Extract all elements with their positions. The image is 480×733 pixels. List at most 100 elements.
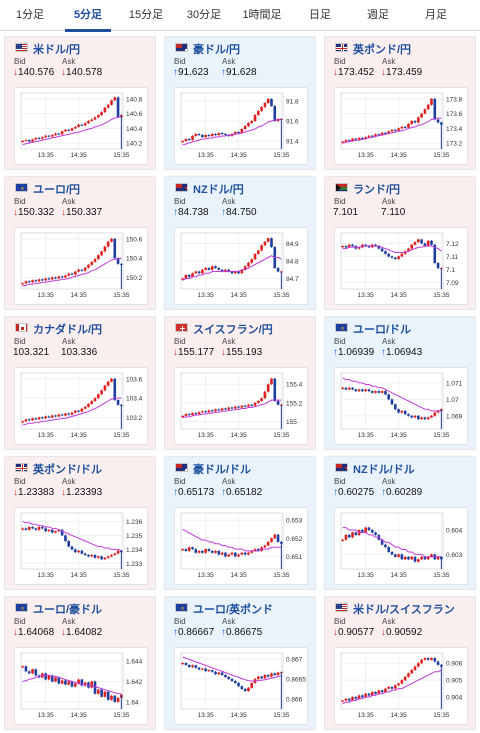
bid-value: ↑0.60275: [333, 487, 374, 498]
rate-card[interactable]: ランド/円 Bid Ask 7.101 7.110 7.09 7.1 7.11 7.12 13:3…: [324, 176, 476, 310]
candle: [230, 271, 234, 274]
rate-card[interactable]: スイスフラン/円 Bid Ask ↓155.177 ↓155.193 155 155.2 15…: [164, 316, 316, 450]
ask-value: ↑91.628: [221, 67, 257, 78]
rate-card[interactable]: 米ドル/円 Bid Ask ↓140.576 ↓140.578 140.2 140.4 140…: [4, 36, 156, 170]
candle: [220, 269, 224, 272]
candle: [377, 391, 381, 393]
pair-name[interactable]: ユーロ/ドル: [353, 324, 412, 336]
price-chart[interactable]: 155 155.2 155.4 13:35 14:35 15:35: [174, 367, 308, 445]
price-chart[interactable]: 140.2 140.4 140.6 140.8 13:35 14:35 15:35: [14, 87, 148, 165]
rate-card[interactable]: 英ポンド/ドル Bid Ask ↓1.23383 ↓1.23393 1.233 1.234 1…: [4, 456, 156, 590]
candle: [220, 552, 224, 555]
pair-name[interactable]: NZドル/ドル: [353, 464, 415, 476]
candle: [341, 141, 344, 143]
x-tick-label: 14:35: [70, 712, 87, 719]
rate-card[interactable]: 豪ドル/円 Bid Ask ↑91.623 ↑91.628 91.4 91.6 91.8 13:…: [164, 36, 316, 170]
arrow-down-icon: ↓: [61, 487, 66, 498]
candle: [116, 550, 120, 554]
candle: [187, 665, 191, 667]
rate-card[interactable]: NZドル/円 Bid Ask ↑84.738 ↑84.750 84.7 84.8 84.9 13…: [164, 176, 316, 310]
price-chart[interactable]: 7.09 7.1 7.11 7.12 13:35 14:35 15:35: [334, 227, 468, 305]
y-tick-label: 91.8: [286, 99, 299, 106]
pair-name[interactable]: 英ポンド/ドル: [33, 464, 103, 476]
rate-card[interactable]: NZドル/ドル Bid Ask ↑0.60275 ↑0.60289 0.603 0.604 1…: [324, 456, 476, 590]
candle: [230, 679, 234, 681]
bid-number: 1.23383: [18, 487, 55, 498]
price-chart[interactable]: 91.4 91.6 91.8 13:35 14:35 15:35: [174, 87, 308, 165]
y-tick-label: 150.4: [126, 256, 143, 263]
pair-name[interactable]: ユーロ/豪ドル: [33, 604, 103, 616]
price-chart[interactable]: 1.069 1.07 1.071 13:35 14:35 15:35: [334, 367, 468, 445]
candle: [100, 556, 103, 560]
pair-name[interactable]: 豪ドル/ドル: [193, 464, 252, 476]
candle: [83, 406, 87, 409]
price-chart[interactable]: 0.866 0.8665 0.867 13:35 14:35 15:35: [174, 647, 308, 725]
candle: [116, 258, 120, 264]
candle: [207, 670, 211, 672]
tab-7[interactable]: 週足: [367, 9, 389, 21]
candle: [237, 683, 240, 687]
x-tick-label: 13:35: [358, 432, 375, 439]
x-tick-label: 15:35: [433, 572, 450, 579]
candle: [237, 554, 240, 557]
candle: [387, 686, 391, 689]
pair-name[interactable]: 米ドル/スイスフラン: [353, 604, 455, 616]
tab-4[interactable]: 30分足: [186, 9, 222, 21]
pair-name[interactable]: カナダドル/円: [33, 324, 103, 336]
tab-5[interactable]: 1時間足: [242, 9, 282, 21]
pair-name[interactable]: NZドル/円: [193, 184, 244, 196]
tab-3[interactable]: 15分足: [128, 9, 164, 21]
price-chart[interactable]: 0.651 0.652 0.653 13:35 14:35 15:35: [174, 507, 308, 585]
rate-card[interactable]: 豪ドル/ドル Bid Ask ↑0.65173 ↑0.65182 0.651 0.652 0.…: [164, 456, 316, 590]
price-chart[interactable]: 84.7 84.8 84.9 13:35 14:35 15:35: [174, 227, 308, 305]
candle: [273, 106, 277, 121]
pair-name[interactable]: 豪ドル/円: [193, 44, 241, 56]
rate-card[interactable]: ユーロ/ドル Bid Ask ↑1.06939 ↑1.06943 1.069 1.07 1.0…: [324, 316, 476, 450]
candle: [413, 666, 417, 670]
candle: [210, 550, 214, 553]
x-tick-label: 13:35: [38, 712, 55, 719]
candle: [93, 398, 97, 401]
pair-name[interactable]: ランド/円: [353, 184, 401, 196]
price-chart[interactable]: 1.64 1.642 1.644 13:35 14:35 15:35: [14, 647, 148, 725]
candle: [27, 140, 31, 142]
price-chart[interactable]: 173.2 173.4 173.6 173.8 13:35 14:35 15:35: [334, 87, 468, 165]
candle: [436, 262, 440, 269]
rate-card[interactable]: 英ポンド/円 Bid Ask ↓173.452 ↓173.459 173.2 173.4 17…: [324, 36, 476, 170]
tab-8[interactable]: 月足: [425, 9, 447, 21]
x-tick-label: 14:35: [70, 292, 87, 299]
price-chart[interactable]: 150.2 150.4 150.6 13:35 14:35 15:35: [14, 227, 148, 305]
y-tick-label: 1.069: [446, 413, 463, 420]
rate-card[interactable]: カナダドル/円 Bid Ask 103.321 103.336 103.2 103.4 103…: [4, 316, 156, 450]
candle: [67, 681, 71, 685]
y-tick-label: 1.236: [126, 519, 143, 526]
price-chart[interactable]: 103.2 103.4 103.6 13:35 14:35 15:35: [14, 367, 148, 445]
candle: [64, 129, 67, 132]
tab-6[interactable]: 日足: [309, 9, 331, 21]
bid-label: Bid: [174, 617, 186, 626]
candle: [24, 281, 28, 284]
y-tick-label: 7.11: [446, 254, 459, 261]
price-chart[interactable]: 1.233 1.234 1.235 1.236 13:35 14:35 15:35: [14, 507, 148, 585]
tab-1[interactable]: 1分足: [15, 9, 45, 21]
bid-value: ↓155.177: [173, 347, 214, 358]
price-chart[interactable]: 0.904 0.905 0.906 13:35 14:35 15:35: [334, 647, 468, 725]
rate-card[interactable]: ユーロ/英ポンド Bid Ask ↑0.86667 ↑0.86675 0.866 0.866…: [164, 596, 316, 730]
pair-name[interactable]: 米ドル/円: [33, 44, 81, 56]
candle: [93, 681, 97, 694]
price-chart[interactable]: 0.603 0.604 13:35 14:35 15:35: [334, 507, 468, 585]
plot-area: [340, 232, 444, 290]
candle: [103, 107, 107, 113]
rate-card[interactable]: ユーロ/豪ドル Bid Ask ↓1.64068 ↓1.64082 1.64 1.642 1.…: [4, 596, 156, 730]
candle: [361, 137, 364, 139]
pair-name[interactable]: ユーロ/円: [33, 184, 81, 196]
bid-number: 0.86667: [178, 627, 215, 638]
rate-card[interactable]: 米ドル/スイスフラン Bid Ask ↓0.90577 ↓0.90592 0.904 0.9…: [324, 596, 476, 730]
pair-name[interactable]: 英ポンド/円: [353, 44, 412, 56]
pair-name[interactable]: スイスフラン/円: [193, 324, 273, 336]
candle: [184, 663, 188, 665]
pair-name[interactable]: ユーロ/英ポンド: [193, 604, 274, 616]
candle: [50, 675, 54, 682]
rate-card[interactable]: ユーロ/円 Bid Ask ↓150.332 ↓150.337 150.2 150.4 150…: [4, 176, 156, 310]
tab-2[interactable]: 5分足: [59, 0, 117, 32]
